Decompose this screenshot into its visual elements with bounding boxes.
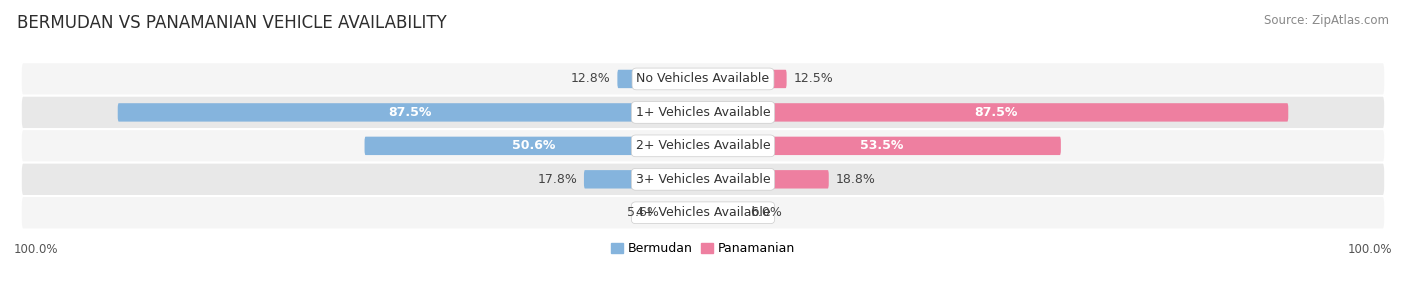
Text: 3+ Vehicles Available: 3+ Vehicles Available xyxy=(636,173,770,186)
Text: 53.5%: 53.5% xyxy=(860,139,904,152)
FancyBboxPatch shape xyxy=(703,170,828,188)
FancyBboxPatch shape xyxy=(703,70,786,88)
Text: 100.0%: 100.0% xyxy=(1347,243,1392,256)
Text: 50.6%: 50.6% xyxy=(512,139,555,152)
FancyBboxPatch shape xyxy=(21,196,1385,229)
FancyBboxPatch shape xyxy=(703,204,744,222)
Text: 1+ Vehicles Available: 1+ Vehicles Available xyxy=(636,106,770,119)
Text: 12.5%: 12.5% xyxy=(793,72,832,86)
Text: 18.8%: 18.8% xyxy=(835,173,876,186)
Text: 5.6%: 5.6% xyxy=(627,206,659,219)
Text: 100.0%: 100.0% xyxy=(14,243,59,256)
Text: 6.0%: 6.0% xyxy=(749,206,782,219)
Text: 87.5%: 87.5% xyxy=(388,106,432,119)
FancyBboxPatch shape xyxy=(21,129,1385,162)
FancyBboxPatch shape xyxy=(703,137,1062,155)
FancyBboxPatch shape xyxy=(118,103,703,122)
FancyBboxPatch shape xyxy=(21,162,1385,196)
Text: No Vehicles Available: No Vehicles Available xyxy=(637,72,769,86)
FancyBboxPatch shape xyxy=(21,96,1385,129)
FancyBboxPatch shape xyxy=(703,103,1288,122)
FancyBboxPatch shape xyxy=(21,62,1385,96)
Text: 87.5%: 87.5% xyxy=(974,106,1018,119)
FancyBboxPatch shape xyxy=(665,204,703,222)
Legend: Bermudan, Panamanian: Bermudan, Panamanian xyxy=(606,237,800,260)
Text: 2+ Vehicles Available: 2+ Vehicles Available xyxy=(636,139,770,152)
Text: 12.8%: 12.8% xyxy=(571,72,610,86)
Text: BERMUDAN VS PANAMANIAN VEHICLE AVAILABILITY: BERMUDAN VS PANAMANIAN VEHICLE AVAILABIL… xyxy=(17,14,447,32)
Text: Source: ZipAtlas.com: Source: ZipAtlas.com xyxy=(1264,14,1389,27)
FancyBboxPatch shape xyxy=(617,70,703,88)
Text: 17.8%: 17.8% xyxy=(537,173,578,186)
Text: 4+ Vehicles Available: 4+ Vehicles Available xyxy=(636,206,770,219)
FancyBboxPatch shape xyxy=(364,137,703,155)
FancyBboxPatch shape xyxy=(583,170,703,188)
